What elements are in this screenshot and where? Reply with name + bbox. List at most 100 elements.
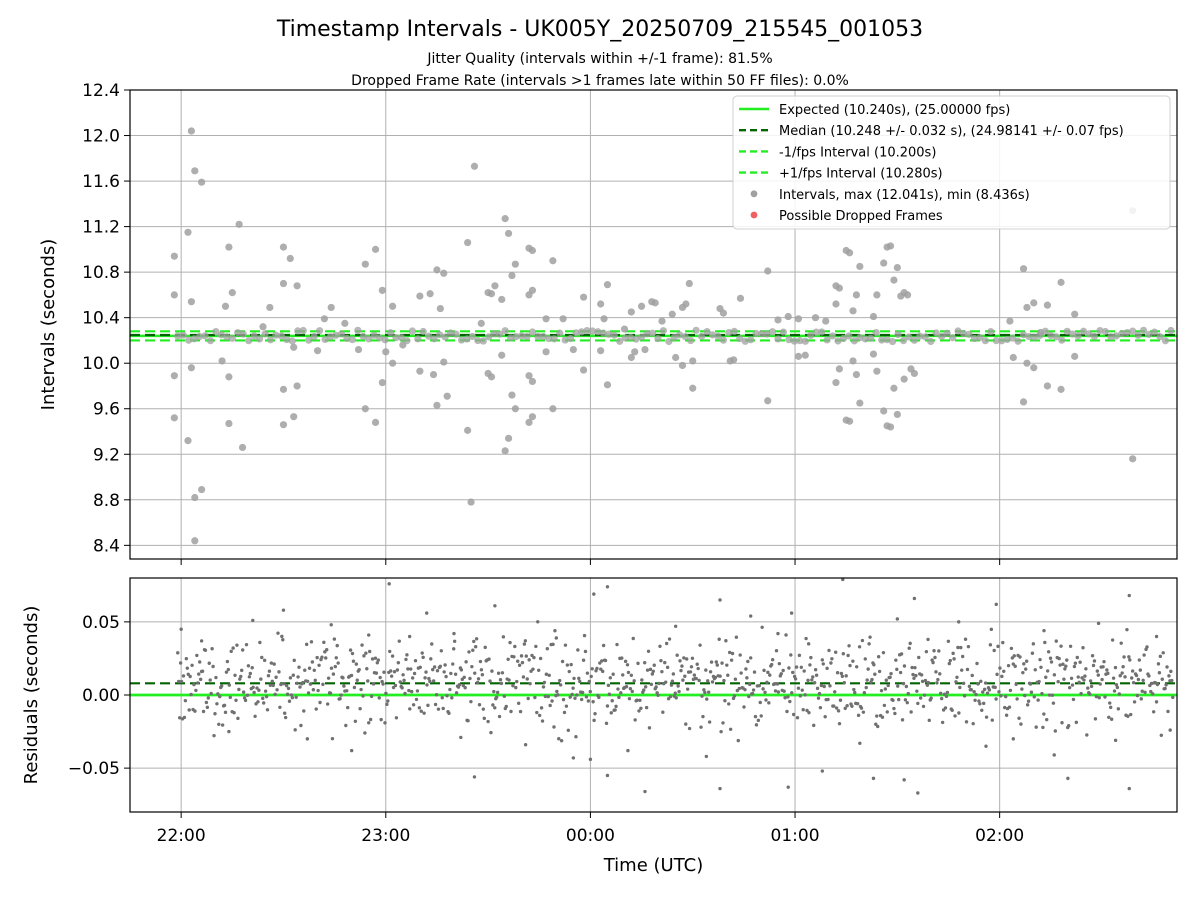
residual-point	[424, 670, 428, 674]
residual-point	[936, 677, 940, 682]
residual-point	[665, 665, 670, 670]
residual-point	[895, 667, 899, 672]
residual-point	[872, 663, 876, 667]
residual-point	[868, 635, 872, 639]
top-y-tick-label: 10.0	[82, 354, 120, 374]
residual-point	[815, 686, 820, 691]
interval-point	[501, 215, 509, 223]
residual-point	[344, 723, 348, 728]
residual-point	[789, 611, 794, 615]
residual-point	[858, 741, 862, 745]
interval-point	[1118, 329, 1126, 338]
residual-point	[697, 678, 701, 683]
residual-points	[176, 577, 1175, 795]
interval-point	[343, 334, 351, 342]
interval-point	[845, 417, 854, 425]
residual-point	[938, 672, 942, 676]
residual-point	[236, 716, 240, 721]
residual-point	[756, 718, 761, 723]
residual-point	[412, 671, 417, 676]
residual-point	[480, 672, 485, 677]
residual-point	[291, 673, 295, 677]
residual-point	[987, 688, 992, 692]
interval-point	[174, 332, 182, 340]
residual-point	[261, 696, 265, 701]
residual-point	[350, 651, 355, 656]
residual-point	[909, 710, 913, 714]
interval-point	[1009, 353, 1017, 362]
interval-point	[528, 377, 537, 386]
residual-point	[911, 672, 915, 677]
residual-point	[580, 690, 585, 695]
residual-point	[470, 664, 474, 669]
residual-point	[1142, 653, 1146, 657]
residual-point	[1065, 658, 1069, 662]
residual-point	[216, 692, 220, 696]
residual-point	[333, 664, 338, 669]
residual-point	[661, 710, 665, 714]
interval-point	[849, 307, 857, 315]
interval-point	[225, 243, 233, 251]
residual-point	[397, 639, 401, 643]
residual-point	[177, 679, 181, 684]
residual-point	[502, 694, 507, 699]
chart-subtitle-dropped: Dropped Frame Rate (intervals >1 frames …	[351, 73, 849, 89]
residual-point	[245, 693, 250, 697]
interval-point	[965, 330, 973, 338]
residual-point	[751, 688, 756, 692]
interval-point	[279, 279, 288, 288]
residual-point	[1135, 693, 1140, 698]
residual-point	[573, 696, 577, 700]
residual-point	[888, 675, 892, 680]
residual-point	[1113, 665, 1118, 670]
residual-point	[698, 643, 702, 647]
residual-point	[420, 651, 424, 655]
residual-point	[211, 664, 215, 669]
residual-point	[301, 680, 305, 685]
interval-point	[504, 229, 513, 238]
residual-point	[1041, 725, 1045, 730]
residual-point	[225, 659, 230, 664]
residual-point	[599, 667, 603, 671]
residual-point	[312, 668, 316, 672]
interval-point	[588, 327, 597, 335]
residual-point	[410, 676, 415, 680]
residual-point	[381, 682, 385, 686]
interval-point	[665, 337, 673, 346]
residual-point	[217, 722, 221, 726]
interval-point	[457, 336, 466, 344]
interval-point	[886, 242, 895, 250]
interval-point	[190, 335, 198, 343]
residual-point	[829, 661, 833, 665]
residual-point	[994, 697, 998, 701]
interval-point	[504, 434, 513, 442]
residual-point	[1112, 689, 1117, 693]
residual-point	[187, 708, 191, 712]
residual-point	[1130, 676, 1134, 680]
residual-point	[605, 704, 610, 708]
residual-point	[508, 640, 512, 645]
residual-point	[210, 647, 214, 651]
interval-point	[277, 332, 286, 340]
residual-point	[864, 685, 868, 690]
residual-point	[474, 637, 479, 641]
interval-point	[730, 356, 738, 364]
interval-point	[170, 291, 178, 299]
residual-point	[531, 667, 535, 671]
top-plot-frame	[129, 89, 1178, 560]
residual-point	[818, 705, 823, 710]
residual-point	[995, 672, 999, 677]
residual-point	[564, 704, 569, 708]
residual-point	[438, 664, 443, 668]
interval-point	[845, 249, 854, 257]
residual-point	[994, 602, 998, 607]
residual-point	[393, 683, 398, 688]
interval-point	[845, 332, 853, 340]
bottom-x-ticks: 22:00 23:00 00:00 01:00 02:00	[157, 812, 1024, 846]
interval-point	[852, 370, 861, 379]
interval-point	[370, 331, 378, 339]
residual-point	[515, 679, 519, 684]
residual-point	[898, 670, 903, 675]
residual-point	[311, 688, 316, 692]
interval-point	[382, 348, 390, 356]
